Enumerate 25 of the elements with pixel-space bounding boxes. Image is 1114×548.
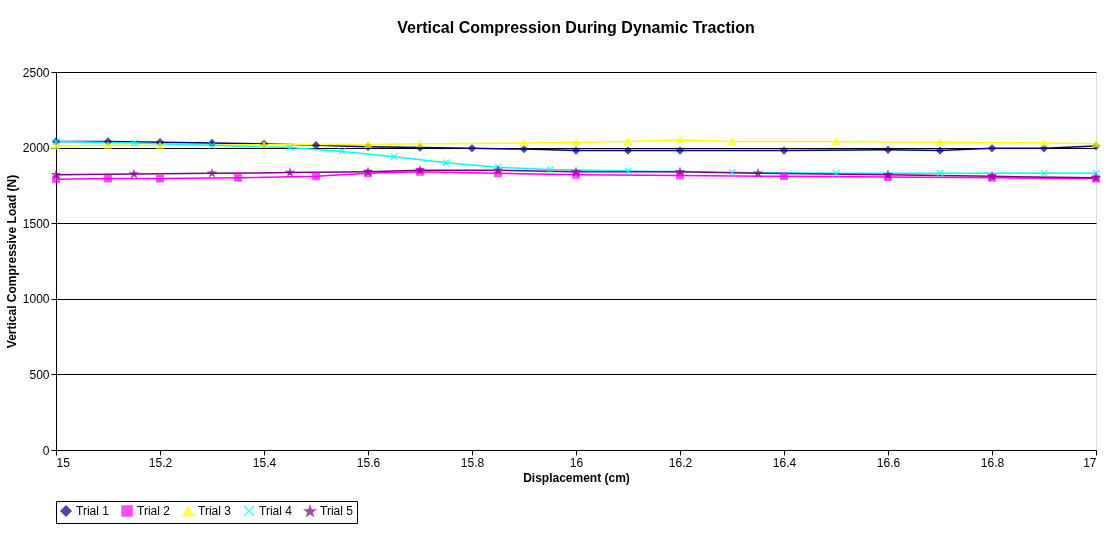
x-tick-label: 17 [1083, 455, 1097, 470]
legend-label: Trial 3 [198, 504, 232, 519]
x-axis-title: Displacement (cm) [523, 470, 630, 485]
y-tick-label: 1000 [22, 292, 50, 307]
x-tick-label: 15.8 [460, 455, 485, 470]
y-tick-label: 0 [42, 443, 50, 458]
x-tick-label: 16 [569, 455, 584, 470]
x-tick-label: 16.4 [772, 455, 797, 470]
chart-title: Vertical Compression During Dynamic Traction [397, 19, 755, 36]
legend-label: Trial 1 [76, 504, 110, 518]
y-tick-label: 500 [29, 367, 50, 382]
x-tick-label: 15.6 [356, 455, 381, 470]
x-tick-label: 15.4 [252, 455, 277, 470]
legend-label: Trial 2 [137, 504, 171, 518]
y-tick-label: 2000 [22, 141, 50, 156]
y-tick-label: 2500 [22, 65, 50, 80]
y-axis-title: Vertical Compressive Load (N) [4, 174, 19, 349]
x-tick-label: 15 [56, 455, 71, 470]
legend-label: Trial 4 [259, 504, 293, 518]
legend-label: Trial 5 [320, 504, 354, 519]
x-tick-label: 16.2 [668, 455, 693, 470]
x-tick-label: 16.6 [876, 455, 901, 470]
x-tick-label: 15.2 [148, 455, 173, 470]
y-tick-label: 1500 [22, 216, 50, 231]
x-tick-label: 16.8 [980, 455, 1005, 470]
